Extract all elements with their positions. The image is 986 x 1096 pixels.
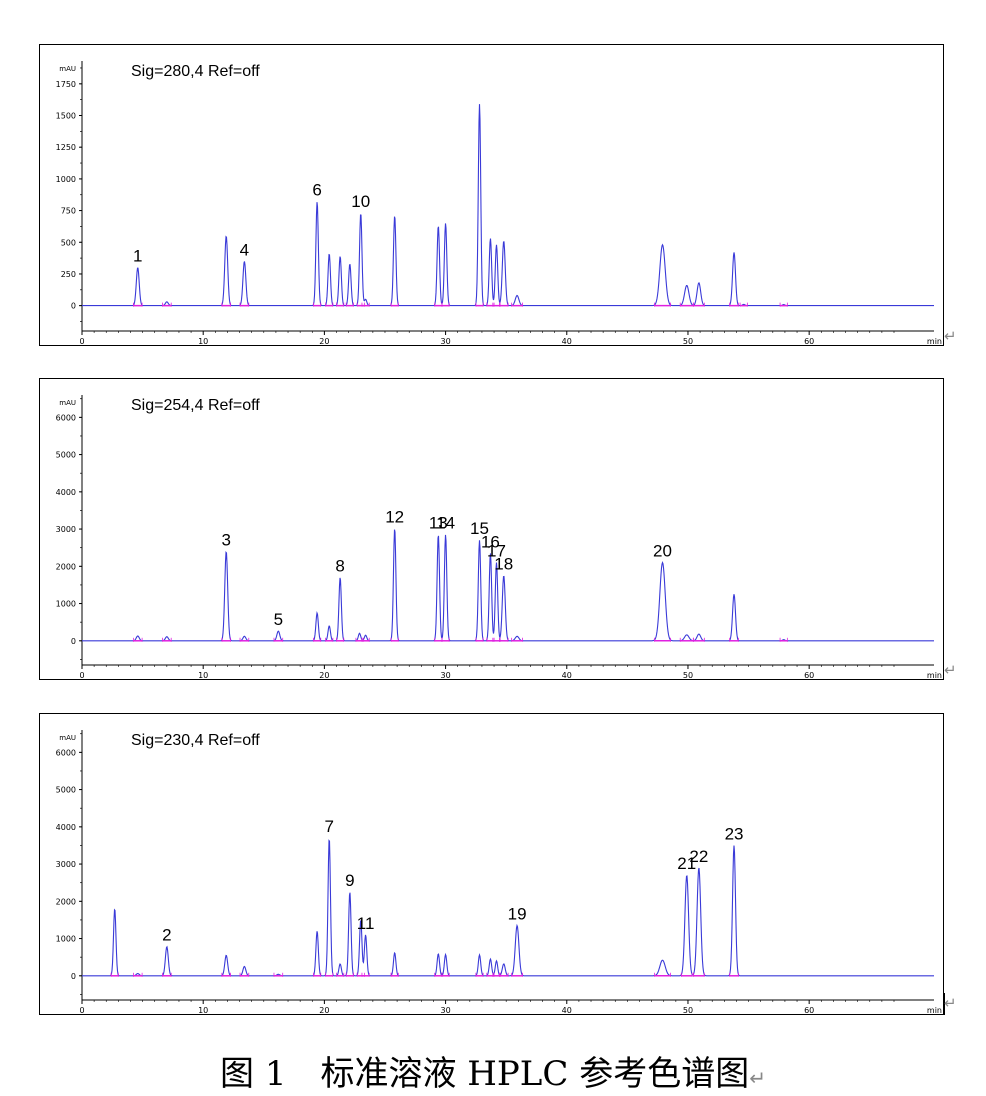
chromatogram-230nm: 0 1000 2000 3000 4000 5000 6000 mAU 0 10 20 30 40 50 6… xyxy=(39,713,944,1015)
x-tick-label: 0 xyxy=(79,671,84,680)
peak-label: 17 xyxy=(487,542,506,561)
paragraph-mark-2: ↵ xyxy=(944,661,957,679)
peak-label: 13 xyxy=(429,514,448,533)
y-tick-label: 1000 xyxy=(56,600,76,609)
peak-label: 23 xyxy=(725,824,744,843)
x-axis-unit-label: min xyxy=(927,1006,942,1015)
peak-label: 18 xyxy=(494,555,513,574)
y-tick-label: 5000 xyxy=(56,451,76,460)
x-tick-label: 40 xyxy=(562,337,572,346)
x-tick-label: 30 xyxy=(440,337,450,346)
x-tick-label: 0 xyxy=(79,1006,84,1015)
y-tick-label: 3000 xyxy=(56,860,76,869)
peak-label: 6 xyxy=(312,181,321,200)
peak-label: 4 xyxy=(240,240,249,259)
chart-frame xyxy=(39,713,944,1015)
y-axis-unit-label: mAU xyxy=(59,65,76,73)
chromatogram-280nm: 0 250 500 750 1000 1250 1500 1750 mAU 0 10 20 30 40 50… xyxy=(39,44,944,346)
peak-label: 11 xyxy=(357,914,375,933)
x-tick-label: 10 xyxy=(198,1006,208,1015)
x-tick-label: 60 xyxy=(804,1006,814,1015)
y-tick-label: 0 xyxy=(71,972,76,981)
signal-title: Sig=280,4 Ref=off xyxy=(131,63,260,80)
peak-label: 3 xyxy=(221,530,230,549)
x-tick-label: 20 xyxy=(319,671,329,680)
chromatogram-280nm-plot: 0 250 500 750 1000 1250 1500 1750 mAU 0 10 20 30 40 50… xyxy=(39,44,944,346)
y-tick-label: 4000 xyxy=(56,823,76,832)
chart-frame xyxy=(39,44,944,346)
y-tick-label: 6000 xyxy=(56,413,76,422)
peak-label: 9 xyxy=(345,871,354,890)
chromatogram-trace xyxy=(82,104,934,307)
peak-label: 16 xyxy=(481,532,500,551)
peak-label: 14 xyxy=(436,514,455,533)
paragraph-mark-3: ↵ xyxy=(944,994,957,1012)
y-tick-label: 4000 xyxy=(56,488,76,497)
y-tick-label: 0 xyxy=(71,302,76,311)
chart-frame xyxy=(39,378,944,680)
paragraph-mark-caption: ↵ xyxy=(749,1066,766,1090)
peak-label: 7 xyxy=(325,817,334,836)
peak-label: 12 xyxy=(385,507,404,526)
x-tick-label: 20 xyxy=(319,337,329,346)
x-axis-unit-label: min xyxy=(927,671,942,680)
x-tick-label: 20 xyxy=(319,1006,329,1015)
y-tick-label: 1500 xyxy=(56,112,76,121)
x-tick-label: 10 xyxy=(198,671,208,680)
chromatogram-trace xyxy=(82,529,934,642)
y-tick-label: 1250 xyxy=(56,143,76,152)
peak-label: 21 xyxy=(677,854,696,873)
x-tick-label: 40 xyxy=(562,671,572,680)
x-tick-label: 60 xyxy=(804,337,814,346)
y-tick-label: 2000 xyxy=(56,897,76,906)
y-tick-label: 1750 xyxy=(56,80,76,89)
peak-label: 2 xyxy=(162,926,171,945)
y-axis-unit-label: mAU xyxy=(59,734,76,742)
y-tick-label: 750 xyxy=(61,207,76,216)
figure-caption-text: 图 1 标准溶液 HPLC 参考色谱图 xyxy=(220,1054,750,1094)
peak-label: 1 xyxy=(133,247,142,266)
x-tick-label: 40 xyxy=(562,1006,572,1015)
y-tick-label: 0 xyxy=(71,637,76,646)
y-axis-unit-label: mAU xyxy=(59,399,76,407)
peak-label: 8 xyxy=(335,556,344,575)
y-tick-label: 250 xyxy=(61,270,76,279)
peak-label: 10 xyxy=(351,192,370,211)
y-tick-label: 5000 xyxy=(56,786,76,795)
chromatogram-254nm: 0 1000 2000 3000 4000 5000 6000 mAU 0 10 20 30 40 50 6… xyxy=(39,378,944,680)
x-tick-label: 30 xyxy=(440,671,450,680)
x-tick-label: 50 xyxy=(683,337,693,346)
chromatogram-230nm-plot: 0 1000 2000 3000 4000 5000 6000 mAU 0 10 20 30 40 50 6… xyxy=(39,713,944,1015)
y-tick-label: 2000 xyxy=(56,562,76,571)
x-tick-label: 10 xyxy=(198,337,208,346)
y-tick-label: 500 xyxy=(61,238,76,247)
peak-label: 20 xyxy=(653,542,672,561)
peak-label: 22 xyxy=(689,847,708,866)
x-tick-label: 0 xyxy=(79,337,84,346)
figure-caption: 图 1 标准溶液 HPLC 参考色谱图↵ xyxy=(0,1046,986,1095)
peak-label: 19 xyxy=(508,905,527,924)
signal-title: Sig=230,4 Ref=off xyxy=(131,732,260,749)
paragraph-mark-1: ↵ xyxy=(944,327,957,345)
y-tick-label: 1000 xyxy=(56,175,76,184)
x-tick-label: 60 xyxy=(804,671,814,680)
y-tick-label: 6000 xyxy=(56,748,76,757)
x-axis-unit-label: min xyxy=(927,337,942,346)
peak-label: 5 xyxy=(274,610,283,629)
y-tick-label: 1000 xyxy=(56,935,76,944)
x-tick-label: 50 xyxy=(683,1006,693,1015)
signal-title: Sig=254,4 Ref=off xyxy=(131,397,260,414)
peak-label: 15 xyxy=(470,519,489,538)
x-tick-label: 50 xyxy=(683,671,693,680)
x-tick-label: 30 xyxy=(440,1006,450,1015)
y-tick-label: 3000 xyxy=(56,525,76,534)
text-cursor xyxy=(943,993,945,1015)
chromatogram-254nm-plot: 0 1000 2000 3000 4000 5000 6000 mAU 0 10 20 30 40 50 6… xyxy=(39,378,944,680)
